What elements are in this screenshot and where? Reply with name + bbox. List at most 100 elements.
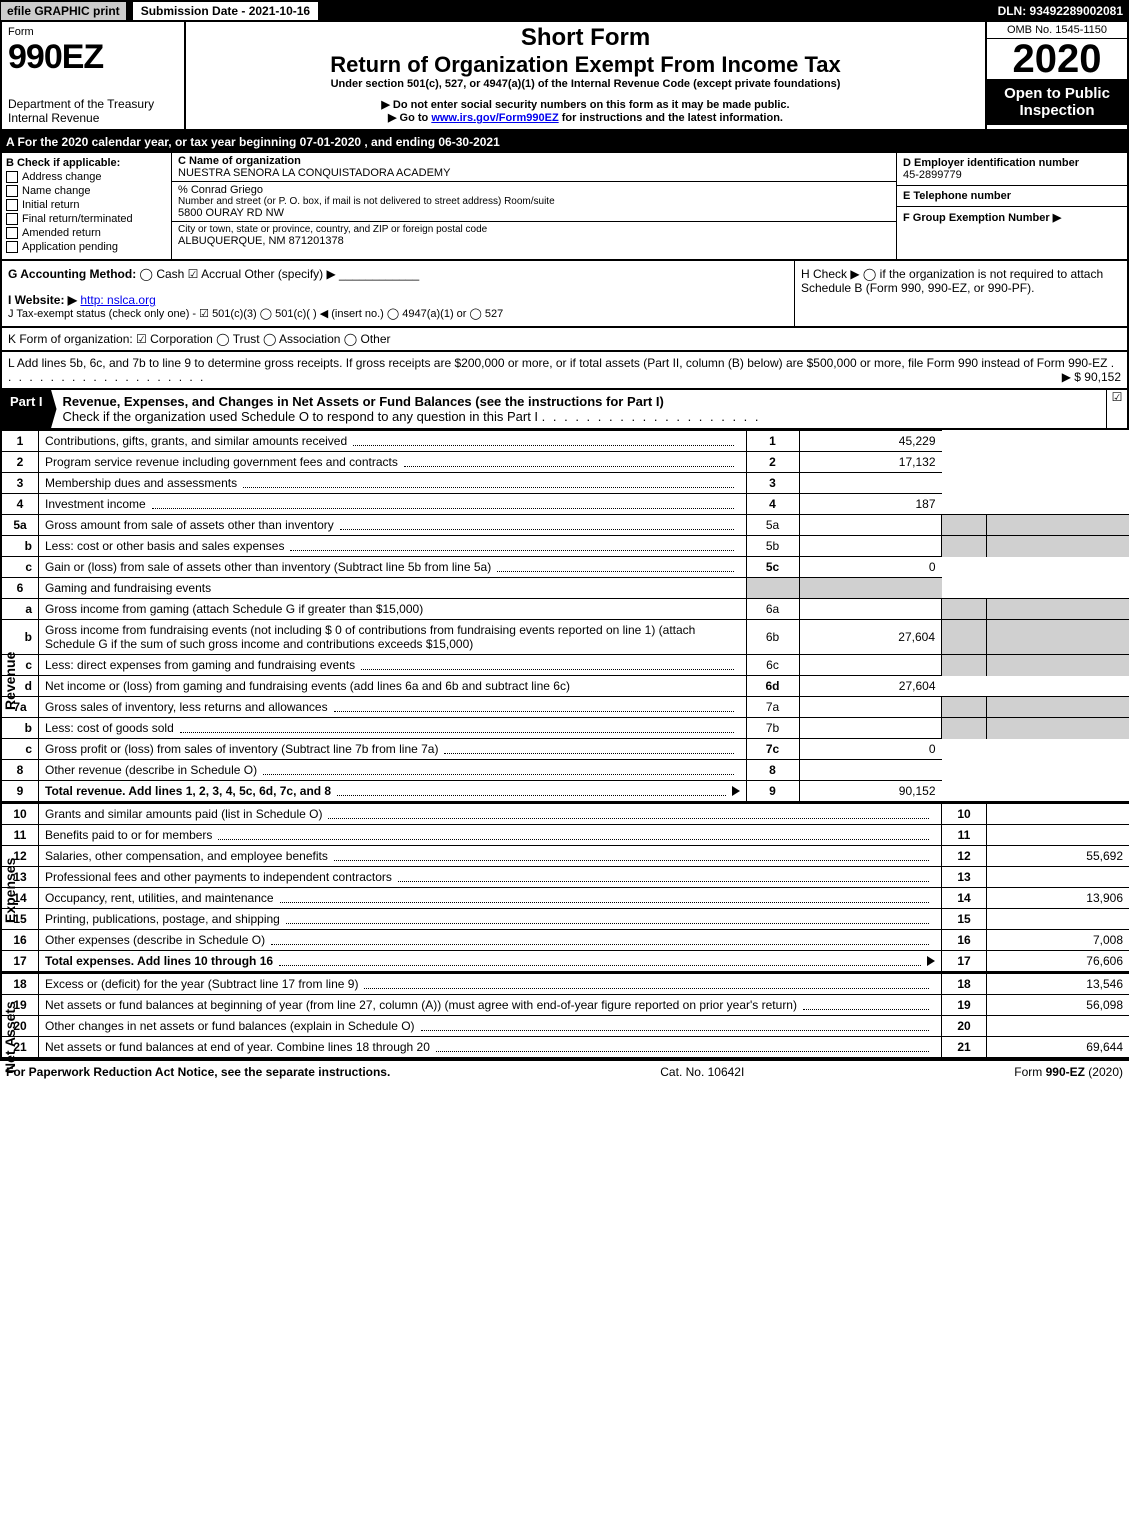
d-ein-row: D Employer identification number 45-2899… bbox=[897, 153, 1127, 186]
line-desc: Gross income from fundraising events (no… bbox=[39, 620, 747, 655]
efile-print-button[interactable]: efile GRAPHIC print bbox=[0, 1, 127, 21]
line-val: 0 bbox=[799, 557, 942, 578]
b-address-change[interactable]: Address change bbox=[6, 171, 167, 183]
mid-val: 27,604 bbox=[799, 620, 942, 655]
table-row: cGross profit or (loss) from sales of in… bbox=[1, 739, 1129, 760]
g-other[interactable]: Other (specify) ▶ ____________ bbox=[244, 267, 419, 281]
form-number: 990EZ bbox=[8, 38, 178, 77]
g-accrual[interactable]: ☑ Accrual bbox=[188, 267, 241, 281]
line-ref: 18 bbox=[942, 974, 987, 995]
f-group-row: F Group Exemption Number ▶ bbox=[897, 207, 1127, 228]
b-opt-label: Initial return bbox=[22, 199, 79, 211]
b-amended-return[interactable]: Amended return bbox=[6, 227, 167, 239]
b-title: B Check if applicable: bbox=[6, 157, 167, 169]
footer: For Paperwork Reduction Act Notice, see … bbox=[0, 1059, 1129, 1083]
line-desc: Net income or (loss) from gaming and fun… bbox=[39, 676, 747, 697]
line-ref: 20 bbox=[942, 1016, 987, 1037]
net-assets-table: 18Excess or (deficit) for the year (Subt… bbox=[0, 973, 1129, 1059]
open-to-public: Open to Public Inspection bbox=[987, 79, 1127, 125]
line-val bbox=[987, 1016, 1129, 1037]
irs-link[interactable]: www.irs.gov/Form990EZ bbox=[431, 112, 558, 124]
line-val: 0 bbox=[799, 739, 942, 760]
table-row: 12Salaries, other compensation, and empl… bbox=[1, 846, 1129, 867]
line-num: 11 bbox=[1, 825, 39, 846]
table-row: cGain or (loss) from sale of assets othe… bbox=[1, 557, 1129, 578]
l-value: ▶ $ 90,152 bbox=[1062, 370, 1121, 384]
c-name-row: C Name of organization NUESTRA SENORA LA… bbox=[172, 153, 896, 182]
line-val bbox=[987, 515, 1129, 536]
revenue-table: 1 Contributions, gifts, grants, and simil… bbox=[0, 430, 1129, 803]
line-ref: 13 bbox=[942, 867, 987, 888]
arrow-icon bbox=[927, 956, 935, 966]
col-b: B Check if applicable: Address change Na… bbox=[2, 153, 172, 259]
website-link[interactable]: http: nslca.org bbox=[80, 293, 155, 307]
h-check: H Check ▶ ◯ if the organization is not r… bbox=[795, 261, 1127, 326]
part1-sub: Check if the organization used Schedule … bbox=[63, 409, 539, 424]
table-row: 17Total expenses. Add lines 10 through 1… bbox=[1, 951, 1129, 973]
form-label: Form bbox=[8, 26, 178, 38]
line-ref bbox=[942, 655, 987, 676]
bcd-grid: B Check if applicable: Address change Na… bbox=[0, 153, 1129, 261]
schedule-o-check[interactable]: ☑ bbox=[1106, 390, 1127, 428]
line-ref: 8 bbox=[746, 760, 799, 781]
line-num: 1 bbox=[1, 431, 39, 452]
table-row: 8Other revenue (describe in Schedule O)8 bbox=[1, 760, 1129, 781]
line-ref: 15 bbox=[942, 909, 987, 930]
line-ref: 12 bbox=[942, 846, 987, 867]
table-row: 3Membership dues and assessments3 bbox=[1, 473, 1129, 494]
table-row: 6Gaming and fundraising events bbox=[1, 578, 1129, 599]
line-num: 17 bbox=[1, 951, 39, 973]
line-desc: Investment income bbox=[45, 497, 146, 511]
b-opt-label: Final return/terminated bbox=[22, 213, 133, 225]
line-val: 55,692 bbox=[987, 846, 1129, 867]
i-website: I Website: ▶ http: nslca.org bbox=[8, 293, 788, 307]
irs: Internal Revenue bbox=[8, 111, 178, 125]
table-row: 19Net assets or fund balances at beginni… bbox=[1, 995, 1129, 1016]
g-cash[interactable]: ◯ Cash bbox=[140, 267, 185, 281]
table-row: 16Other expenses (describe in Schedule O… bbox=[1, 930, 1129, 951]
b-opt-label: Application pending bbox=[22, 241, 118, 253]
b-name-change[interactable]: Name change bbox=[6, 185, 167, 197]
line-desc: Printing, publications, postage, and shi… bbox=[45, 912, 280, 926]
b-final-return[interactable]: Final return/terminated bbox=[6, 213, 167, 225]
line-ref bbox=[942, 599, 987, 620]
line-val: 13,546 bbox=[987, 974, 1129, 995]
line-desc: Occupancy, rent, utilities, and maintena… bbox=[45, 891, 274, 905]
line-val: 13,906 bbox=[987, 888, 1129, 909]
footer-left: For Paperwork Reduction Act Notice, see … bbox=[6, 1065, 390, 1079]
b-opt-label: Name change bbox=[22, 185, 91, 197]
line-val bbox=[987, 867, 1129, 888]
line-val: 69,644 bbox=[987, 1037, 1129, 1059]
line-ref bbox=[942, 718, 987, 739]
b-initial-return[interactable]: Initial return bbox=[6, 199, 167, 211]
line-val: 45,229 bbox=[799, 431, 942, 452]
line-num: b bbox=[1, 536, 39, 557]
line-num: 6 bbox=[1, 578, 39, 599]
mid-val bbox=[799, 697, 942, 718]
checkbox-icon bbox=[6, 171, 18, 183]
table-row: 13Professional fees and other payments t… bbox=[1, 867, 1129, 888]
part1-title-text: Revenue, Expenses, and Changes in Net As… bbox=[63, 394, 664, 409]
header-right: OMB No. 1545-1150 2020 Open to Public In… bbox=[985, 22, 1127, 129]
b-application-pending[interactable]: Application pending bbox=[6, 241, 167, 253]
table-row: 11Benefits paid to or for members11 bbox=[1, 825, 1129, 846]
line-num: 16 bbox=[1, 930, 39, 951]
line-desc: Contributions, gifts, grants, and simila… bbox=[45, 434, 347, 448]
goto-post: for instructions and the latest informat… bbox=[559, 112, 783, 124]
tax-year: 2020 bbox=[987, 39, 1127, 79]
line-ref bbox=[942, 536, 987, 557]
line-desc: Gain or (loss) from sale of assets other… bbox=[45, 560, 491, 574]
footer-left-text: For Paperwork Reduction Act Notice, see … bbox=[6, 1065, 390, 1079]
line-desc: Gross amount from sale of assets other t… bbox=[45, 518, 334, 532]
header-left: Form 990EZ Department of the Treasury In… bbox=[2, 22, 186, 129]
city-state-zip: ALBUQUERQUE, NM 871201378 bbox=[178, 235, 890, 247]
revenue-side-label: Revenue bbox=[2, 652, 18, 710]
col-c: C Name of organization NUESTRA SENORA LA… bbox=[172, 153, 897, 259]
b-opt-label: Amended return bbox=[22, 227, 101, 239]
line-ref: 1 bbox=[746, 431, 799, 452]
line-desc: Grants and similar amounts paid (list in… bbox=[45, 807, 322, 821]
line-val: 17,132 bbox=[799, 452, 942, 473]
c-city-row: City or town, state or province, country… bbox=[172, 222, 896, 249]
line-desc: Total revenue. Add lines 1, 2, 3, 4, 5c,… bbox=[45, 784, 331, 798]
col-def: D Employer identification number 45-2899… bbox=[897, 153, 1127, 259]
